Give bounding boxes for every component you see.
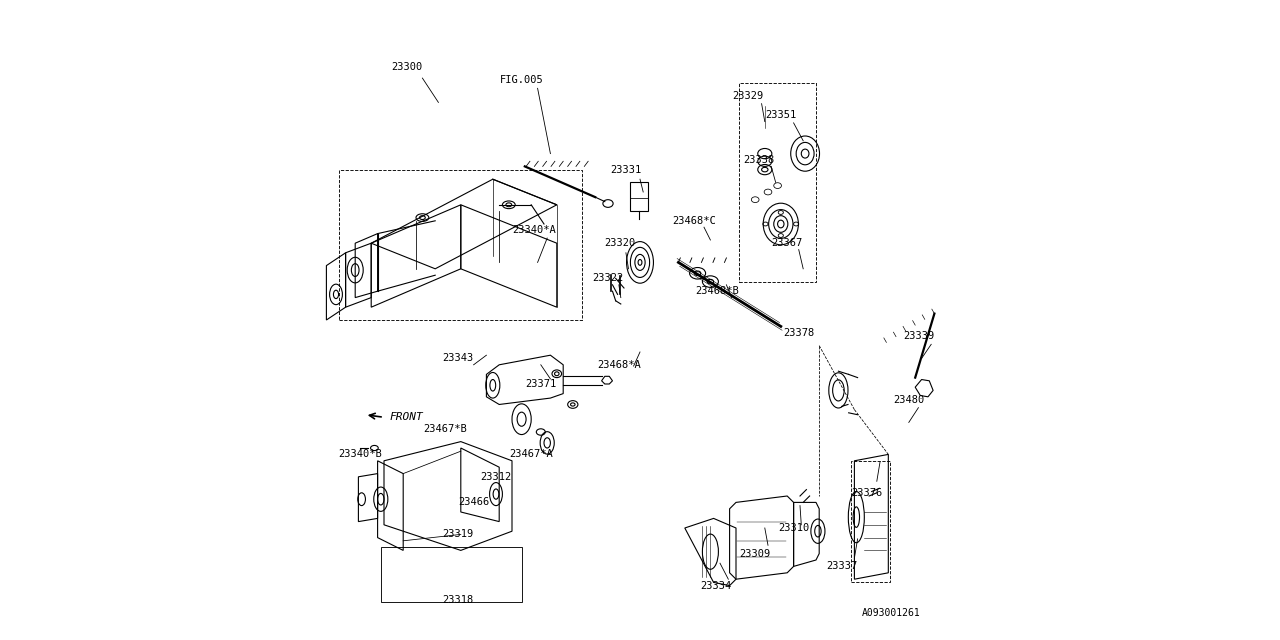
- Text: 23334: 23334: [700, 580, 731, 591]
- Text: 23338: 23338: [742, 155, 774, 165]
- Text: 23467*A: 23467*A: [509, 449, 553, 460]
- Text: 23351: 23351: [765, 110, 796, 120]
- Text: 23329: 23329: [732, 91, 763, 101]
- Text: 23310: 23310: [778, 523, 809, 533]
- Bar: [339, 170, 582, 320]
- Text: 23322: 23322: [593, 273, 623, 284]
- Text: 23468*B: 23468*B: [695, 286, 739, 296]
- Text: 23340*A: 23340*A: [512, 225, 557, 236]
- Text: 23320: 23320: [604, 238, 635, 248]
- Text: 23318: 23318: [442, 595, 474, 605]
- Text: 23376: 23376: [851, 488, 883, 498]
- Text: A093001261: A093001261: [861, 608, 920, 618]
- Bar: [851, 461, 890, 582]
- Text: FIG.005: FIG.005: [499, 75, 544, 85]
- Text: 23378: 23378: [783, 328, 814, 338]
- Text: 23312: 23312: [480, 472, 512, 482]
- Text: FRONT: FRONT: [389, 412, 422, 422]
- Text: 23340*B: 23340*B: [338, 449, 381, 460]
- Text: 23339: 23339: [902, 331, 934, 341]
- Text: 23468*C: 23468*C: [672, 216, 717, 226]
- Text: 23300: 23300: [390, 62, 422, 72]
- Bar: [630, 182, 648, 211]
- Text: 23331: 23331: [611, 164, 641, 175]
- Text: 23367: 23367: [772, 238, 803, 248]
- Text: 23343: 23343: [442, 353, 474, 364]
- Text: 23468*A: 23468*A: [598, 360, 641, 370]
- Text: 23319: 23319: [442, 529, 474, 540]
- Text: 23337: 23337: [826, 561, 858, 572]
- Bar: [381, 547, 522, 602]
- Text: 23467*B: 23467*B: [422, 424, 467, 434]
- Text: 23371: 23371: [525, 379, 557, 389]
- Text: 23309: 23309: [740, 548, 771, 559]
- Text: 23480: 23480: [893, 395, 924, 405]
- Bar: [740, 83, 817, 282]
- Text: 23466: 23466: [458, 497, 489, 508]
